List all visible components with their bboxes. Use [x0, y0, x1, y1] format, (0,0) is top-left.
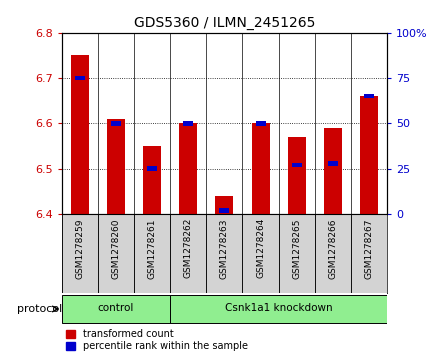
FancyBboxPatch shape — [62, 295, 170, 323]
Text: GSM1278263: GSM1278263 — [220, 218, 229, 278]
Bar — [292, 163, 302, 167]
Title: GDS5360 / ILMN_2451265: GDS5360 / ILMN_2451265 — [134, 16, 315, 30]
Bar — [328, 161, 338, 166]
Bar — [324, 128, 342, 214]
Text: GSM1278262: GSM1278262 — [184, 218, 193, 278]
Text: GSM1278265: GSM1278265 — [292, 218, 301, 278]
Bar — [215, 196, 234, 214]
Text: GSM1278264: GSM1278264 — [256, 218, 265, 278]
Legend: transformed count, percentile rank within the sample: transformed count, percentile rank withi… — [66, 330, 248, 351]
Bar — [143, 146, 161, 214]
Text: GSM1278266: GSM1278266 — [328, 218, 337, 278]
Bar — [111, 121, 121, 126]
Bar — [288, 137, 306, 214]
Text: GSM1278260: GSM1278260 — [111, 218, 121, 278]
Bar — [75, 76, 84, 80]
Bar — [179, 123, 197, 214]
Bar — [220, 208, 229, 213]
Text: protocol: protocol — [17, 304, 62, 314]
FancyBboxPatch shape — [170, 295, 387, 323]
Bar — [183, 121, 193, 126]
Bar — [71, 55, 89, 214]
Bar — [147, 166, 157, 171]
Bar — [364, 94, 374, 98]
Bar — [107, 119, 125, 214]
Text: Csnk1a1 knockdown: Csnk1a1 knockdown — [225, 303, 333, 313]
Text: GSM1278267: GSM1278267 — [365, 218, 374, 278]
Bar — [256, 121, 266, 126]
Text: GSM1278259: GSM1278259 — [75, 218, 84, 278]
Text: GSM1278261: GSM1278261 — [147, 218, 157, 278]
Bar — [360, 96, 378, 214]
Bar — [252, 123, 270, 214]
Text: control: control — [98, 303, 134, 313]
